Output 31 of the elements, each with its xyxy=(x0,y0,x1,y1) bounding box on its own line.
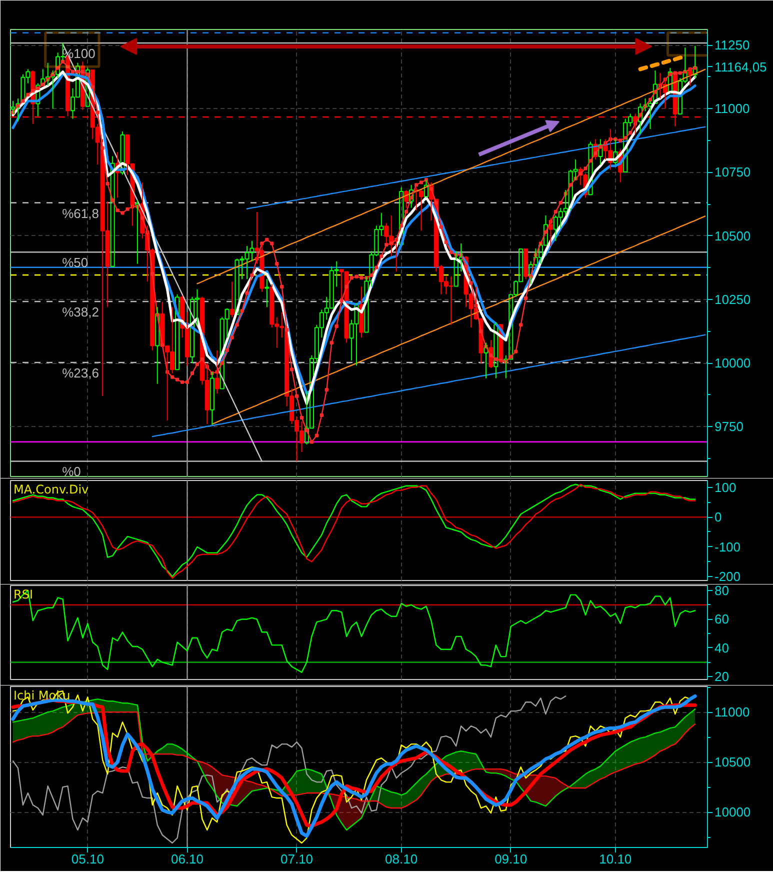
y-tick-label: 11000 xyxy=(714,101,750,116)
x-tick-label: 08.10 xyxy=(385,852,418,866)
x-tick-label: 06.10 xyxy=(170,852,204,866)
y-tick-label: 100 xyxy=(714,480,736,495)
y-tick-label: 10000 xyxy=(714,804,751,820)
annotation: %0 xyxy=(62,464,81,480)
y-tick-label: 0 xyxy=(714,510,722,525)
x-tick-label: 10.10 xyxy=(599,852,632,866)
annotation: %50 xyxy=(62,255,88,270)
x-tick-label: 07.10 xyxy=(280,852,314,866)
y-tick-label: 9750 xyxy=(714,419,744,434)
annotation: %61,8 xyxy=(62,206,99,221)
x-tick-label: 05.10 xyxy=(71,852,104,866)
chart-title: MA.Conv.Div xyxy=(14,482,89,496)
y-tick-label: 11164,05 xyxy=(714,59,767,74)
y-tick-label: 40 xyxy=(714,640,729,656)
y-tick-label: 80 xyxy=(714,583,729,598)
y-tick-label: 11250 xyxy=(714,38,750,53)
y-tick-label: 60 xyxy=(714,612,729,627)
y-tick-label: 10500 xyxy=(714,754,751,770)
y-tick-label: -200 xyxy=(714,569,741,584)
y-tick-label: 10250 xyxy=(714,292,751,307)
y-tick-label: 11000 xyxy=(714,704,750,720)
y-tick-label: 10000 xyxy=(714,356,751,371)
y-tick-label: 10500 xyxy=(714,228,751,244)
x-tick-label: 09.10 xyxy=(494,852,528,866)
y-tick-label: 20 xyxy=(714,669,729,684)
annotation: %23,6 xyxy=(62,366,99,381)
y-tick-label: -100 xyxy=(714,539,741,554)
y-tick-label: 10750 xyxy=(714,164,751,180)
annotation: %38,2 xyxy=(62,304,99,320)
